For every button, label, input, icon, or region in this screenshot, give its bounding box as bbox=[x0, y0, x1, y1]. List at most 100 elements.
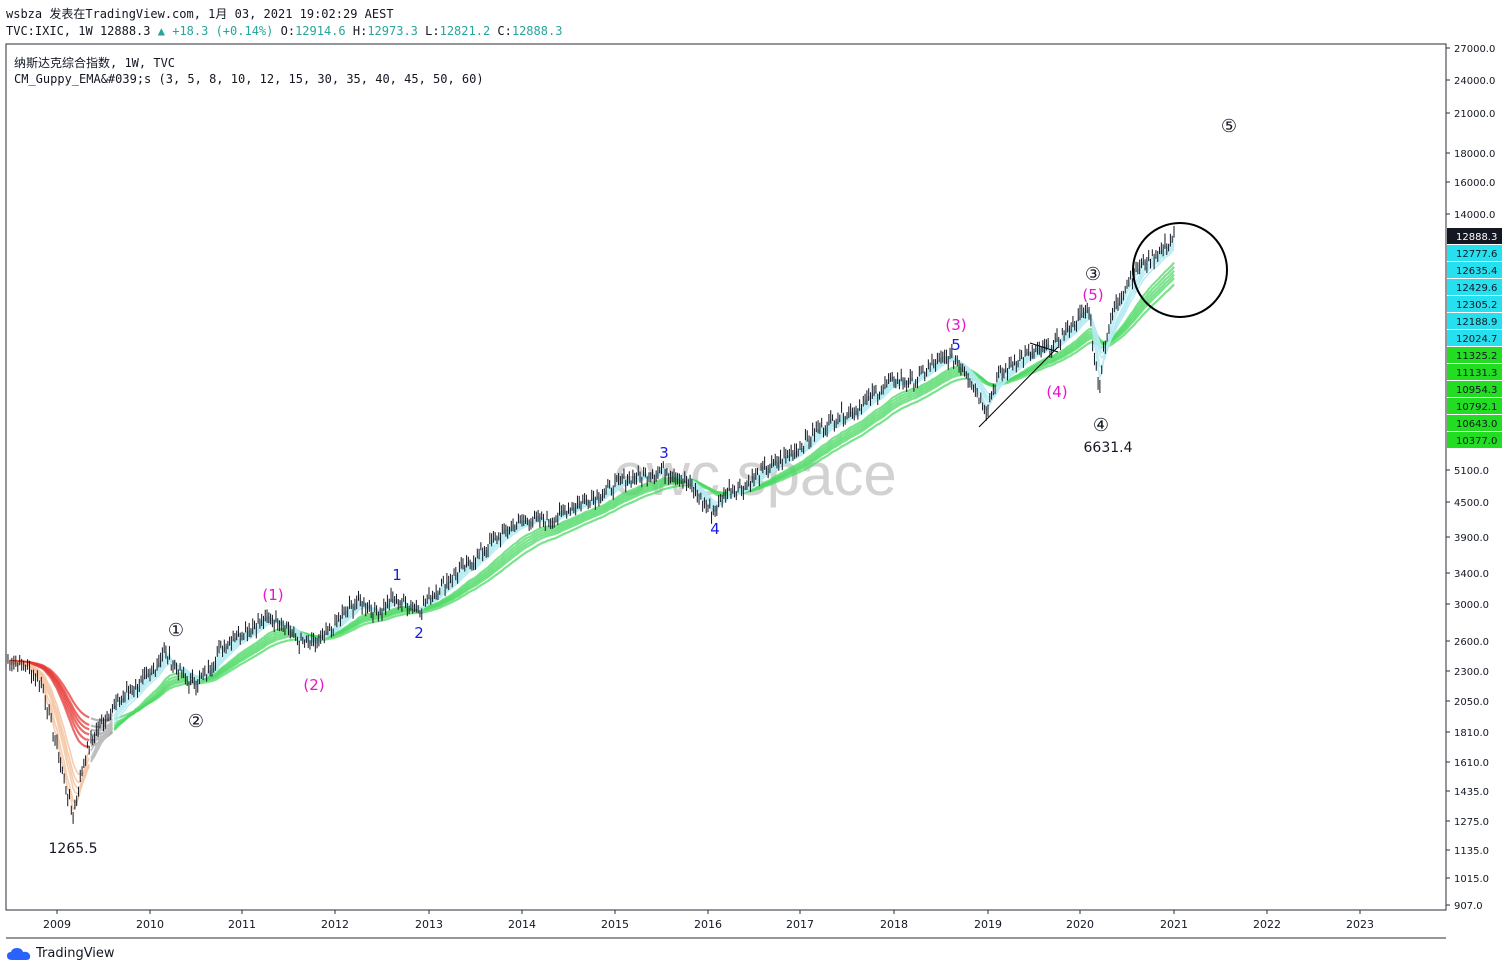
price-tag-label: 10792.1 bbox=[1456, 402, 1497, 413]
tradingview-brand: TradingView bbox=[36, 946, 115, 961]
high-label: H: bbox=[352, 24, 368, 38]
close-value: 12888.3 bbox=[511, 24, 563, 38]
wave-label: (4) bbox=[1046, 383, 1067, 401]
price-tag-bg bbox=[1447, 381, 1502, 397]
wave-label: ③ bbox=[1085, 264, 1101, 285]
fast-ema-line bbox=[90, 727, 114, 763]
fast-ema-line bbox=[90, 718, 114, 759]
wave-label: ⑤ bbox=[1221, 116, 1237, 137]
y-tick-label: 2600.0 bbox=[1454, 637, 1489, 648]
price-tags: 12888.3 12777.6 12635.4 12429.6 12305.2 12188… bbox=[1447, 228, 1502, 448]
y-tick-label: 1435.0 bbox=[1454, 787, 1489, 798]
fast-ema-line bbox=[9, 660, 90, 784]
x-tick-label: 2021 bbox=[1160, 918, 1188, 931]
high-value: 12973.3 bbox=[367, 24, 418, 38]
price-tag-bg bbox=[1447, 262, 1502, 278]
price-tag-label: 12305.2 bbox=[1456, 300, 1497, 311]
price-tag-label: 12888.3 bbox=[1456, 232, 1497, 243]
low-label: L: bbox=[425, 24, 440, 38]
y-tick-label: 21000.0 bbox=[1454, 109, 1495, 120]
wave-label: (3) bbox=[945, 316, 966, 334]
ema-ribbons bbox=[9, 236, 1175, 812]
open-label: O: bbox=[280, 24, 296, 38]
y-tick-label: 3000.0 bbox=[1454, 600, 1489, 611]
price-change: +18.3 (+0.14%) bbox=[172, 24, 274, 38]
price-tag-bg bbox=[1447, 228, 1502, 244]
slow-ema-line bbox=[90, 723, 113, 728]
tradingview-logo[interactable]: TradingView bbox=[6, 946, 115, 961]
x-tick-label: 2017 bbox=[786, 918, 814, 931]
x-tick-label: 2012 bbox=[321, 918, 349, 931]
annotations: 1265.5 6631.4 ① ② ③ ④ ⑤ (1) (2) (3) (4) (5) 1 2 3 4 5 bbox=[49, 116, 1238, 857]
wave-label: 2 bbox=[414, 624, 424, 642]
y-tick-label: 14000.0 bbox=[1454, 210, 1495, 221]
price-tag-bg bbox=[1447, 364, 1502, 380]
y-tick-label: 27000.0 bbox=[1454, 44, 1495, 55]
wave-label: 6631.4 bbox=[1084, 440, 1133, 456]
price-tag-bg bbox=[1447, 245, 1502, 261]
price-tag-label: 11131.3 bbox=[1456, 368, 1497, 379]
price-tag-bg bbox=[1447, 279, 1502, 295]
wave-label: (2) bbox=[303, 676, 324, 694]
last-price: 12888.3 bbox=[99, 24, 151, 38]
chart-title: 纳斯达克综合指数, 1W, TVC bbox=[14, 56, 176, 70]
x-tick-label: 2023 bbox=[1346, 918, 1374, 931]
publish-info: wsbza 发表在TradingView.com, 1月 03, 2021 19… bbox=[6, 7, 394, 21]
close-label: C: bbox=[497, 24, 512, 38]
open-value: 12914.6 bbox=[295, 24, 346, 38]
y-tick-label: 2300.0 bbox=[1454, 667, 1489, 678]
x-tick-label: 2011 bbox=[228, 918, 256, 931]
price-series bbox=[5, 225, 1175, 824]
x-tick-label: 2014 bbox=[508, 918, 536, 931]
price-tag-bg bbox=[1447, 415, 1502, 431]
price-tag-label: 11325.2 bbox=[1456, 351, 1497, 362]
wave-label: 1265.5 bbox=[49, 841, 98, 857]
x-tick-label: 2010 bbox=[136, 918, 164, 931]
y-tick-label: 16000.0 bbox=[1454, 178, 1495, 189]
wave-label: 5 bbox=[951, 336, 961, 354]
price-tag-label: 10954.3 bbox=[1456, 385, 1497, 396]
y-tick-label: 1610.0 bbox=[1454, 758, 1489, 769]
price-tag-bg bbox=[1447, 398, 1502, 414]
fast-ema-line bbox=[9, 661, 90, 795]
wave-label: (5) bbox=[1082, 286, 1103, 304]
x-tick-label: 2015 bbox=[601, 918, 629, 931]
wedge-lower-line bbox=[978, 346, 1059, 428]
y-tick-label: 1015.0 bbox=[1454, 874, 1489, 885]
x-tick-label: 2019 bbox=[974, 918, 1002, 931]
target-circle bbox=[1132, 222, 1228, 318]
y-tick-label: 3400.0 bbox=[1454, 569, 1489, 580]
price-tag-label: 12635.4 bbox=[1456, 266, 1497, 277]
up-arrow-icon: ▲ bbox=[157, 24, 165, 38]
y-tick-label: 18000.0 bbox=[1454, 149, 1495, 160]
y-tick-label: 907.0 bbox=[1454, 901, 1483, 912]
fast-ema-line bbox=[113, 248, 1175, 725]
price-tag-bg bbox=[1447, 330, 1502, 346]
y-tick-label: 24000.0 bbox=[1454, 76, 1495, 87]
wave-label: 4 bbox=[710, 520, 720, 538]
y-tick-label: 3900.0 bbox=[1454, 533, 1489, 544]
x-tick-label: 2022 bbox=[1253, 918, 1281, 931]
price-tag-label: 10643.0 bbox=[1456, 419, 1497, 430]
x-tick-label: 2013 bbox=[415, 918, 443, 931]
price-tag-bg bbox=[1447, 296, 1502, 312]
wave-label: 1 bbox=[392, 566, 402, 584]
wave-label: (1) bbox=[262, 586, 283, 604]
drawings bbox=[978, 222, 1228, 428]
low-value: 12821.2 bbox=[439, 24, 491, 38]
price-tag-bg bbox=[1447, 347, 1502, 363]
price-axis[interactable]: 27000.0 24000.0 21000.0 18000.0 16000.0 14000… bbox=[1446, 44, 1495, 912]
x-tick-label: 2018 bbox=[880, 918, 908, 931]
x-tick-label: 2016 bbox=[694, 918, 722, 931]
wave-label: ① bbox=[168, 620, 184, 641]
price-tag-label: 12777.6 bbox=[1456, 249, 1497, 260]
price-tag-label: 12024.7 bbox=[1456, 334, 1497, 345]
price-tag-label: 10377.0 bbox=[1456, 436, 1497, 447]
x-tick-label: 2020 bbox=[1066, 918, 1094, 931]
wedge-upper-line bbox=[1029, 342, 1059, 353]
y-tick-label: 1275.0 bbox=[1454, 817, 1489, 828]
symbol-ohlc-line: TVC:IXIC, 1W 12888.3 ▲ +18.3 (+0.14%) O:… bbox=[6, 24, 562, 38]
tradingview-cloud-icon bbox=[7, 947, 31, 960]
time-axis[interactable]: 2009 2010 2011 2012 2013 2014 2015 2016 2017 2018… bbox=[43, 910, 1374, 931]
